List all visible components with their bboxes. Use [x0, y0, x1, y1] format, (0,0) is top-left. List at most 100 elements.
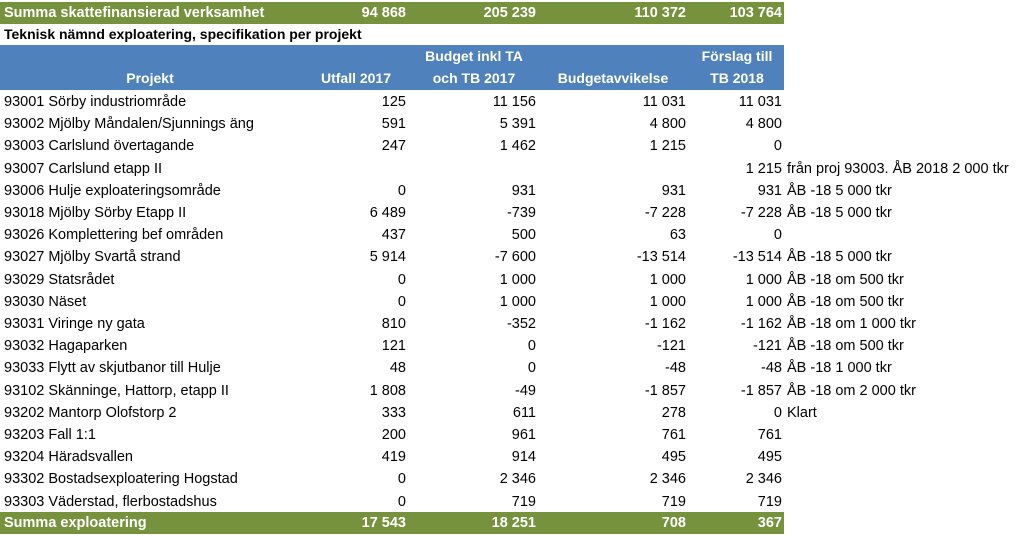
project-name: 93203 Fall 1:1 — [4, 427, 96, 443]
table-row: 93203 Fall 1:1 200 961 761 761 — [0, 424, 1023, 446]
utfall-cell: 437 — [381, 227, 406, 244]
budget-cell: 0 — [527, 338, 536, 355]
note-cell: ÅB -18 om 500 tkr — [787, 338, 904, 355]
avvikelse-cell: -13 514 — [636, 249, 686, 266]
table-row: 93001 Sörby industriområde 125 11 156 11 03… — [0, 91, 1023, 113]
budget-cell: -7 600 — [494, 249, 536, 266]
forslag-cell: -7 228 — [740, 205, 782, 221]
header-forslag-line2: TB 2018 — [710, 70, 764, 86]
project-name: 93007 Carlslund etapp II — [4, 160, 162, 177]
table-row: 93303 Väderstad, flerbostadshus 0 719 719 71… — [0, 491, 1023, 513]
bottom-total-avvikelse: 708 — [661, 515, 686, 531]
project-name: 93204 Häradsvallen — [4, 449, 133, 466]
table-row: 93006 Hulje exploateringsområde 0 931 931 93… — [0, 180, 1023, 202]
forslag-cell: 0 — [773, 227, 782, 244]
avvikelse-cell: 278 — [661, 404, 686, 421]
bottom-total-utfall: 17 543 — [361, 515, 406, 531]
budget-cell: 1 000 — [499, 271, 536, 288]
utfall-cell: 0 — [397, 293, 406, 310]
project-name: 93006 Hulje exploateringsområde — [4, 182, 221, 199]
bottom-total-budget: 18 251 — [491, 515, 536, 531]
utfall-cell: 419 — [381, 449, 406, 466]
table-row: 93031 Viringe ny gata 810 -352 -1 162 -1 162… — [0, 313, 1023, 335]
budget-cell: 719 — [511, 493, 536, 510]
budget-cell: 500 — [511, 227, 536, 244]
avvikelse-cell — [536, 158, 686, 180]
utfall-cell: 0 — [397, 471, 406, 488]
project-name: 93018 Mjölby Sörby Etapp II — [4, 205, 187, 221]
forslag-cell: 2 346 — [745, 471, 782, 488]
forslag-cell: -48 — [761, 360, 782, 377]
budget-cell: -739 — [506, 205, 536, 221]
utfall-cell: 121 — [381, 338, 406, 355]
note-cell: ÅB -18 om 2 000 tkr — [787, 382, 916, 399]
table-row: 93030 Näset 0 1 000 1 000 1 000 ÅB -18 om 500… — [0, 291, 1023, 313]
table-row: 93032 Hagaparken 121 0 -121 -121 ÅB -18 om 50… — [0, 335, 1023, 357]
note-cell: ÅB -18 om 500 tkr — [787, 293, 904, 310]
avvikelse-cell: -1 162 — [644, 316, 686, 332]
avvikelse-cell: -1 857 — [644, 382, 686, 399]
forslag-cell: 761 — [757, 427, 782, 443]
note-cell: ÅB -18 om 500 tkr — [787, 271, 904, 288]
forslag-cell: 931 — [757, 182, 782, 199]
project-name: 93202 Mantorp Olofstorp 2 — [4, 404, 177, 421]
table-header: Projekt Utfall 2017 Budget inkl TA och T… — [0, 45, 784, 90]
table-row: 93007 Carlslund etapp II 1 215 från proj 9… — [0, 158, 1023, 180]
avvikelse-cell: 495 — [661, 449, 686, 466]
avvikelse-cell: 1 000 — [649, 271, 686, 288]
project-name: 93030 Näset — [4, 293, 87, 310]
table-row: 93033 Flytt av skjutbanor till Hulje 48 0 -… — [0, 357, 1023, 379]
utfall-cell: 6 489 — [369, 205, 406, 221]
avvikelse-cell: 1 000 — [649, 293, 686, 310]
note-cell: från proj 93003. ÅB 2018 2 000 tkr — [787, 160, 1009, 177]
project-name: 93033 Flytt av skjutbanor till Hulje — [4, 360, 221, 377]
note-cell: Klart — [787, 404, 817, 421]
note-cell: ÅB -18 om 1 000 tkr — [787, 316, 916, 332]
forslag-cell: -1 857 — [740, 382, 782, 399]
forslag-cell: 4 800 — [745, 116, 782, 133]
project-name: 93027 Mjölby Svartå strand — [4, 249, 181, 266]
header-budget-line2: och TB 2017 — [432, 70, 516, 86]
top-total-forslag: 103 764 — [729, 5, 782, 21]
utfall-cell: 1 808 — [369, 382, 406, 399]
utfall-cell: 247 — [381, 138, 406, 155]
project-name: 93001 Sörby industriområde — [4, 94, 187, 110]
header-projekt: Projekt — [126, 70, 174, 86]
project-name: 93031 Viringe ny gata — [4, 316, 145, 332]
forslag-cell: 719 — [757, 493, 782, 510]
avvikelse-cell: 1 215 — [649, 138, 686, 155]
utfall-cell: 125 — [381, 94, 406, 110]
table-row: 93003 Carlslund övertagande 247 1 462 1 215… — [0, 135, 1023, 157]
utfall-cell: 5 914 — [369, 249, 406, 266]
avvikelse-cell: 719 — [661, 493, 686, 510]
top-total-label: Summa skattefinansierad verksamhet — [4, 5, 265, 21]
table-row: 93302 Bostadsexploatering Hogstad 0 2 346 2… — [0, 468, 1023, 490]
table-row: 93002 Mjölby Måndalen/Sjunnings äng 591 5 … — [0, 113, 1023, 135]
avvikelse-cell: -121 — [656, 338, 686, 355]
forslag-cell: -1 162 — [740, 316, 782, 332]
avvikelse-cell: -48 — [665, 360, 686, 377]
table-row: 93018 Mjölby Sörby Etapp II 6 489 -739 -7 2… — [0, 202, 1023, 224]
project-name: 93029 Statsrådet — [4, 271, 115, 288]
table-row: 93102 Skänninge, Hattorp, etapp II 1 808 -… — [0, 380, 1023, 402]
forslag-cell: 0 — [773, 404, 782, 421]
table-row: 93026 Komplettering bef områden 437 500 63 0 — [0, 224, 1023, 246]
utfall-cell: 810 — [381, 316, 406, 332]
top-total-budget: 205 239 — [483, 5, 536, 21]
note-cell: ÅB -18 5 000 tkr — [787, 249, 892, 266]
utfall-cell: 333 — [381, 404, 406, 421]
budget-cell: 961 — [511, 427, 536, 443]
utfall-cell: 200 — [381, 427, 406, 443]
project-name: 93026 Komplettering bef områden — [4, 227, 224, 244]
table-row: 93204 Häradsvallen 419 914 495 495 — [0, 446, 1023, 468]
budget-cell: -352 — [506, 316, 536, 332]
top-total-avvikelse: 110 372 — [634, 5, 686, 21]
header-utfall: Utfall 2017 — [320, 70, 392, 86]
utfall-cell: 48 — [389, 360, 406, 377]
budget-cell: 2 346 — [499, 471, 536, 488]
forslag-cell: 1 215 — [745, 160, 782, 177]
project-name: 93102 Skänninge, Hattorp, etapp II — [4, 382, 229, 399]
avvikelse-cell: 11 031 — [642, 94, 686, 110]
avvikelse-cell: 761 — [661, 427, 686, 443]
forslag-cell: -121 — [752, 338, 782, 355]
